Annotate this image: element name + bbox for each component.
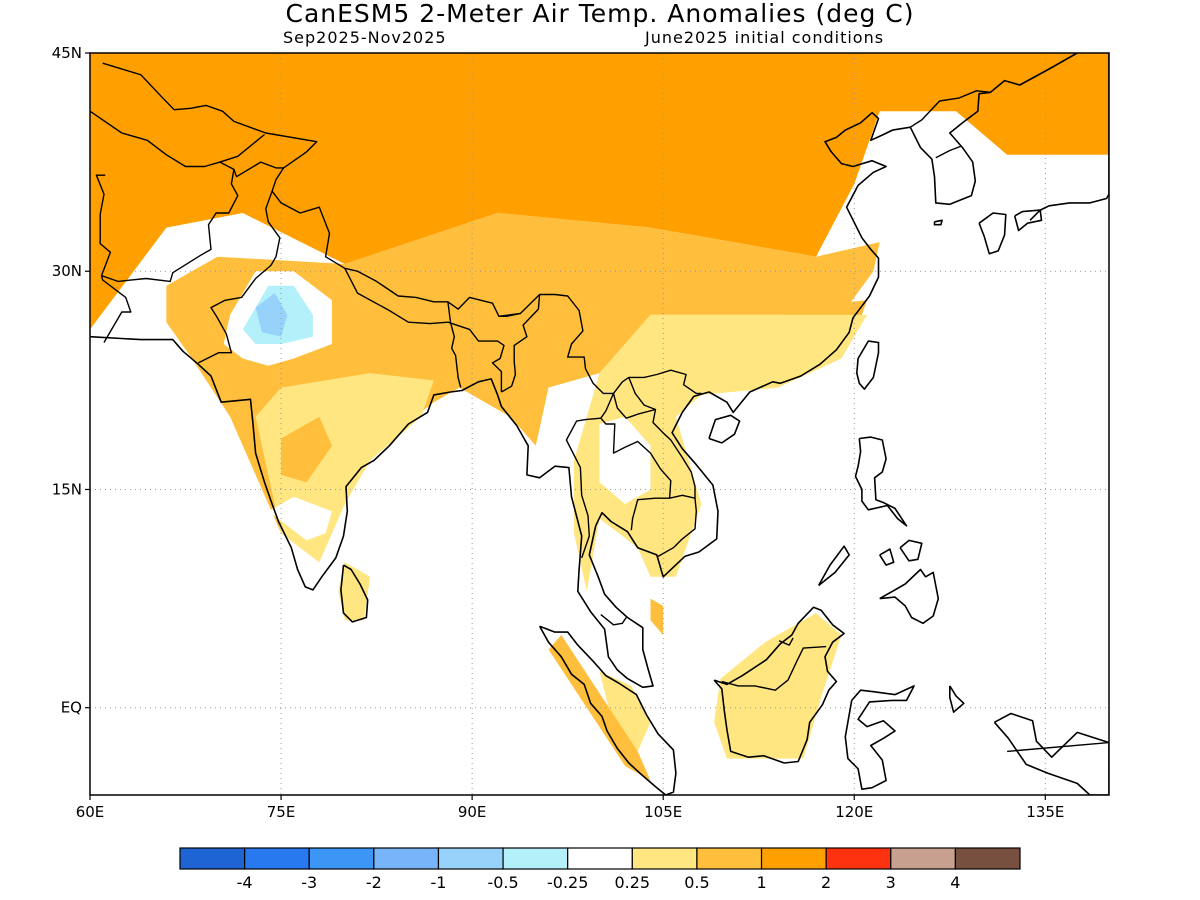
colorbar-label: 0.5 <box>684 873 709 892</box>
colorbar-label: -0.5 <box>487 873 518 892</box>
anomaly-region-10 <box>281 416 332 483</box>
border-line-3 <box>219 133 265 163</box>
colorbar-box <box>890 847 956 870</box>
anomaly-region-5 <box>338 562 371 621</box>
coastline-9 <box>879 568 940 625</box>
coastline-1 <box>340 564 369 623</box>
border-line-5 <box>95 174 112 276</box>
colorbar-box <box>696 847 763 870</box>
anomaly-region-8 <box>548 635 651 781</box>
colorbar-box <box>825 847 892 870</box>
lon-tick-label: 75E <box>267 803 296 821</box>
anomaly-region-15 <box>255 293 288 337</box>
coastline-3 <box>713 606 845 764</box>
coastline-6 <box>854 436 908 527</box>
border-line-2 <box>102 62 318 169</box>
colorbar-box <box>179 847 246 870</box>
coastline-8 <box>899 539 923 562</box>
lat-tick-label: 30N <box>52 262 82 280</box>
anomaly-region-12 <box>268 496 332 541</box>
map-axes: 45N 30N 15N EQ 60E 75E 90E 105E 120E 135E <box>52 44 1065 821</box>
colorbar-label: -2 <box>366 873 382 892</box>
map-title: CanESM5 2-Meter Air Temp. Anomalies (deg… <box>285 0 915 28</box>
colorbar-box <box>631 847 698 870</box>
anomaly-fills <box>90 53 1109 781</box>
coastline-2 <box>538 625 677 795</box>
border-line-20 <box>1007 741 1109 753</box>
coastline-17 <box>933 219 943 226</box>
coastline-4 <box>855 340 880 390</box>
coastline-12 <box>948 685 965 713</box>
lon-tick-label: 60E <box>76 803 105 821</box>
border-line-21 <box>909 90 991 128</box>
lat-tick-label: 15N <box>52 480 82 498</box>
border-line-0 <box>90 110 284 178</box>
anomaly-region-13 <box>599 416 651 504</box>
border-line-13 <box>600 417 672 531</box>
anomaly-region-0 <box>90 53 1109 330</box>
colorbar-box <box>437 847 504 870</box>
border-line-18 <box>721 645 827 691</box>
forecast-period: Sep2025-Nov2025 <box>283 28 447 47</box>
border-line-12 <box>565 393 615 559</box>
colorbar-label: -4 <box>237 873 253 892</box>
coastlines <box>90 53 1109 795</box>
border-line-8 <box>447 301 462 388</box>
lat-lon-grid <box>90 53 1109 795</box>
colorbar-box <box>308 847 375 870</box>
colorbar-box <box>244 847 310 870</box>
plot-frame <box>89 52 1110 796</box>
colorbar-label: 4 <box>950 873 960 892</box>
colorbar-label: 2 <box>821 873 831 892</box>
colorbar-label: -3 <box>301 873 317 892</box>
coastline-5 <box>708 414 741 444</box>
coastline-11 <box>844 685 915 791</box>
border-line-16 <box>612 393 656 419</box>
border-line-14 <box>657 494 697 558</box>
colorbar-box <box>760 847 827 870</box>
lat-tick-label: EQ <box>61 699 82 717</box>
colorbar-box <box>954 847 1021 870</box>
border-line-11 <box>501 294 541 393</box>
border-line-17 <box>600 614 627 626</box>
colorbar-label: 3 <box>886 873 896 892</box>
lon-tick-label: 135E <box>1026 803 1064 821</box>
colorbar-label: 0.25 <box>614 873 650 892</box>
initial-conditions: June2025 initial conditions <box>645 28 885 47</box>
border-line-10 <box>498 312 521 317</box>
colorbar-box <box>567 847 633 870</box>
colorbar-label: -1 <box>430 873 446 892</box>
coastline-15 <box>978 212 1007 255</box>
coastline-7 <box>879 548 895 566</box>
lat-tick-label: 45N <box>52 44 82 62</box>
lon-tick-label: 120E <box>835 803 873 821</box>
anomaly-region-3 <box>574 314 867 592</box>
colorbar: -4 -3 -2 -1 -0.5 -0.25 0.25 0.5 1 2 3 4 <box>179 847 1021 892</box>
colorbar-box <box>502 847 569 870</box>
plot-area <box>90 53 1109 795</box>
country-borders <box>90 62 1109 753</box>
colorbar-label: -0.25 <box>547 873 588 892</box>
border-line-6 <box>100 275 132 343</box>
coastline-0 <box>90 53 1078 689</box>
anomaly-region-7 <box>599 671 651 752</box>
lon-tick-label: 105E <box>644 803 682 821</box>
border-line-23 <box>344 267 448 325</box>
coastline-13 <box>993 712 1109 795</box>
border-line-4 <box>101 169 239 283</box>
colorbar-box <box>373 847 440 870</box>
border-line-9 <box>447 321 505 392</box>
coastline-16 <box>1013 209 1043 232</box>
coastline-10 <box>817 545 851 587</box>
border-line-7 <box>197 190 281 364</box>
colorbar-label: 1 <box>756 873 766 892</box>
lon-tick-label: 90E <box>458 803 487 821</box>
border-line-15 <box>628 377 696 499</box>
border-line-22 <box>935 145 962 159</box>
anomaly-region-9 <box>650 598 664 635</box>
